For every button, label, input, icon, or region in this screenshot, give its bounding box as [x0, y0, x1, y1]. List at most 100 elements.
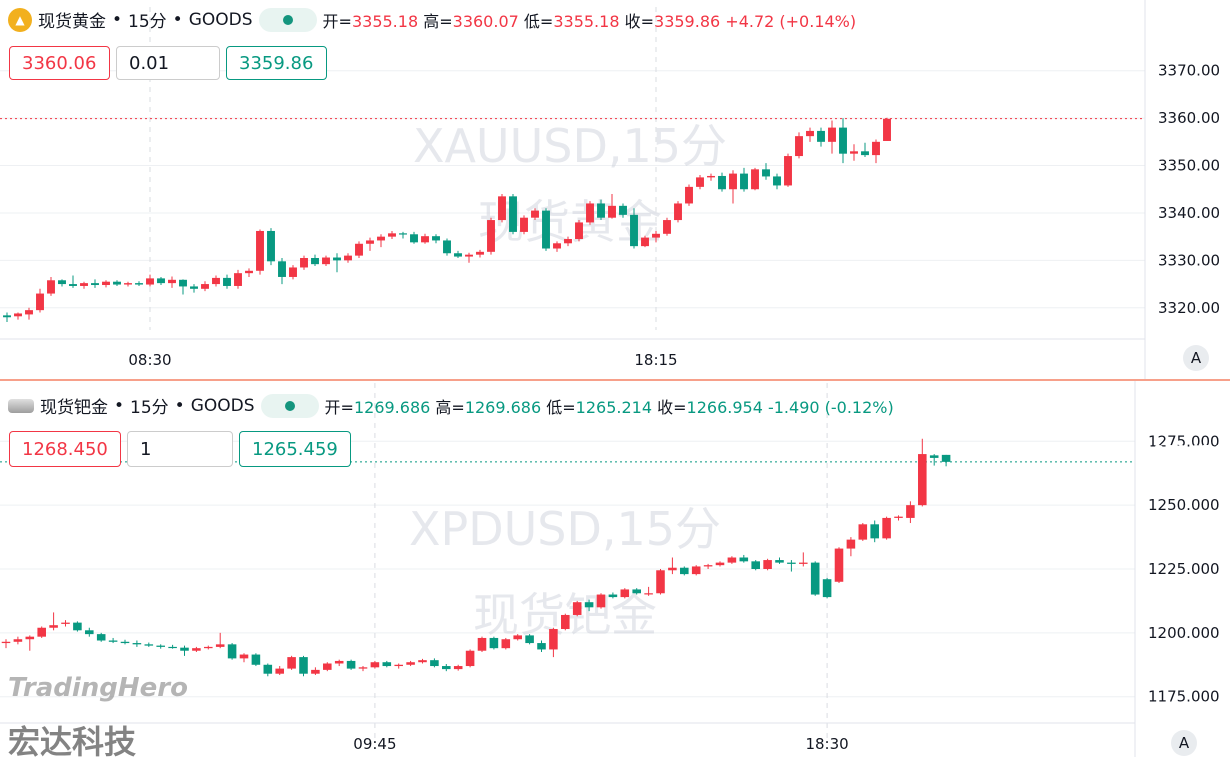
- last-price-value: 1266.954: [1143, 442, 1223, 460]
- candle-body: [652, 233, 660, 238]
- gold-coin-icon: ▲: [8, 7, 32, 32]
- candle-body: [132, 643, 142, 645]
- candle-body: [120, 641, 130, 644]
- candle-body: [192, 648, 201, 651]
- price-tick-label: 1275.000: [1148, 432, 1220, 450]
- gold-legend: ▲ 现货黄金 • 15分 • GOODS 开=3355.18 高=3360.07…: [8, 7, 856, 32]
- candle-body: [882, 517, 891, 539]
- candle-body: [3, 315, 11, 318]
- eye-icon: [282, 14, 293, 25]
- open-label: 开=: [324, 397, 354, 417]
- candle-body: [418, 660, 427, 663]
- candle-body: [287, 657, 296, 669]
- low-value: 3355.18: [553, 11, 620, 31]
- quantity-input[interactable]: 0.01: [116, 46, 220, 80]
- time-tick-label: 18:15: [634, 351, 677, 369]
- candle-body: [215, 644, 225, 647]
- candle-body: [751, 169, 759, 190]
- candle-body: [157, 278, 165, 284]
- candle-body: [124, 283, 132, 285]
- candle-body: [537, 643, 546, 650]
- candle-body: [454, 253, 462, 257]
- candle-body: [91, 283, 99, 286]
- sell-button[interactable]: 1268.450: [9, 431, 121, 467]
- candle-body: [846, 539, 856, 549]
- buy-button[interactable]: 3359.86: [226, 46, 327, 80]
- candle-body: [168, 646, 177, 649]
- gold-chart-pane[interactable]: XAUUSD,15分 现货黄金 3370.00 3360.00 3350.00 3340.…: [0, 0, 1230, 381]
- source-label: GOODS: [188, 9, 253, 30]
- low-label: 低=: [523, 11, 554, 31]
- candle-body: [619, 205, 627, 215]
- visibility-toggle-button[interactable]: [258, 7, 317, 32]
- candle-body: [410, 234, 418, 243]
- buy-button[interactable]: 1265.459: [239, 431, 351, 467]
- low-label: 低=: [546, 397, 576, 417]
- candle-body: [443, 240, 451, 254]
- auto-scale-button[interactable]: A: [1171, 730, 1197, 756]
- price-tick-label: 3370.00: [1158, 62, 1220, 80]
- candle-body: [531, 210, 539, 218]
- candle-body: [263, 664, 273, 674]
- candle-body: [918, 454, 927, 506]
- candle-body: [267, 230, 275, 262]
- palladium-bar-icon: [8, 398, 34, 413]
- sell-button[interactable]: 3360.06: [9, 46, 110, 80]
- candle-body: [180, 647, 189, 651]
- gold-candlestick-chart[interactable]: XAUUSD,15分 现货黄金 3370.00 3360.00 3350.00 3340.…: [0, 0, 1230, 381]
- palladium-candlestick-chart[interactable]: XPDUSD,15分 现货钯金 1275.000 1250.000 1225.000 12…: [0, 381, 1230, 757]
- candle-body: [834, 548, 844, 582]
- candle-body: [1, 641, 11, 644]
- candle-body: [703, 565, 713, 567]
- quantity-input[interactable]: 1: [127, 431, 233, 467]
- palladium-chart-pane[interactable]: XPDUSD,15分 现货钯金 1275.000 1250.000 1225.000 12…: [0, 381, 1230, 757]
- price-tick-label: 1175.000: [1148, 688, 1220, 706]
- candle-body: [630, 214, 638, 247]
- candle-body: [394, 664, 403, 667]
- candle-body: [25, 310, 33, 315]
- close-label: 收=: [657, 397, 687, 417]
- candle-body: [465, 254, 473, 257]
- candle-body: [430, 660, 439, 667]
- candle-body: [680, 567, 689, 575]
- candle-body: [278, 261, 286, 277]
- candle-body: [858, 524, 868, 540]
- close-value: 1266.954: [686, 397, 763, 417]
- candle-body: [442, 666, 451, 670]
- candle-body: [575, 222, 583, 240]
- symbol-watermark: XPDUSD,15分: [409, 502, 721, 556]
- candle-body: [620, 589, 630, 598]
- candle-body: [691, 566, 701, 575]
- close-value: 3359.86: [654, 11, 721, 31]
- low-value: 1265.214: [575, 397, 653, 417]
- candle-body: [465, 650, 475, 667]
- interval-label[interactable]: 15分: [128, 12, 167, 32]
- candle-body: [299, 657, 308, 674]
- candle-body: [256, 230, 264, 271]
- time-tick-label: 09:45: [353, 735, 396, 753]
- high-label: 高=: [435, 397, 465, 417]
- candle-body: [37, 627, 46, 637]
- time-tick-label: 18:30: [805, 735, 848, 753]
- symbol-name[interactable]: 现货钯金: [40, 398, 108, 418]
- visibility-toggle-button[interactable]: [260, 393, 319, 418]
- interval-label[interactable]: 15分: [130, 398, 169, 418]
- candle-body: [239, 654, 249, 659]
- ohlc-readout: 开=3355.18 高=3360.07 低=3355.18 收=3359.86 …: [323, 8, 857, 32]
- candle-body: [487, 220, 495, 252]
- auto-scale-button[interactable]: A: [1183, 345, 1209, 371]
- symbol-name[interactable]: 现货黄金: [38, 12, 106, 32]
- candle-body: [542, 210, 550, 249]
- candle-body: [47, 280, 55, 294]
- order-panel: 3360.06 0.01 3359.86: [9, 46, 327, 80]
- candle-body: [322, 257, 330, 265]
- candle-body: [549, 629, 558, 650]
- candle-body: [608, 594, 618, 598]
- candle-body: [727, 557, 737, 563]
- countdown-timer: 00:04: [1161, 468, 1205, 486]
- palladium-legend: 现货钯金 • 15分 • GOODS 开=1269.686 高=1269.686…: [8, 393, 894, 418]
- candle-body: [799, 562, 808, 564]
- candle-body: [135, 283, 143, 285]
- candle-body: [501, 639, 511, 649]
- candle-body: [775, 560, 784, 563]
